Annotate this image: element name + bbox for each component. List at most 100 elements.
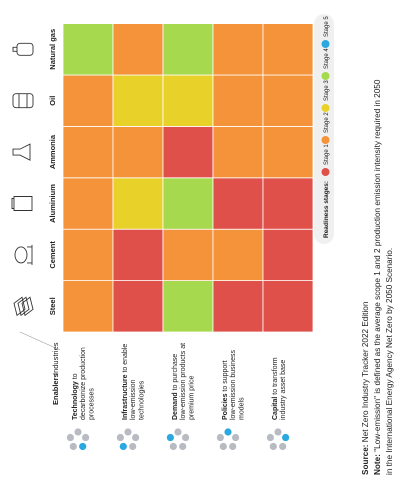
heatmap-cell [62, 228, 114, 281]
note-value: "Low-emission" is defined as the average… [373, 79, 382, 454]
enabler-label-line: decarbonize production [80, 347, 87, 420]
enabler-label: Technology todecarbonize productionproce… [72, 347, 95, 420]
heatmap-cell [262, 280, 314, 333]
heatmap-cell [262, 74, 314, 127]
icon-stroke [14, 246, 28, 264]
enabler-label-rest: to purchase [172, 354, 179, 393]
legend-swatch [321, 104, 330, 112]
pentagon-segment [279, 442, 287, 451]
heatmap-cell [212, 126, 264, 179]
enabler-label-line: processes [88, 388, 95, 420]
legend-title: Readiness stages: [323, 181, 330, 238]
legend-swatch [321, 168, 330, 176]
heatmap-cell [262, 177, 314, 230]
note-label: Note: [373, 454, 382, 475]
pentagon-segment [132, 433, 140, 442]
enabler-label-rest: to enable [122, 344, 129, 375]
heatmap-cell [212, 23, 264, 76]
enabler-label-line: low-emission products at [180, 343, 187, 420]
heatmap-cell [162, 23, 214, 76]
source-line: Source: Net Zero Industry Tracker 2022 E… [361, 301, 370, 475]
heatmap-cell [162, 280, 214, 333]
icon-stroke [12, 143, 31, 161]
pentagon-segment [174, 428, 182, 436]
industry-label-group: Natural gas [48, 29, 57, 70]
icon-stroke [18, 93, 28, 108]
enabler-label-line: low-emission [130, 379, 137, 420]
pentagon-segment-icon [66, 428, 90, 451]
legend-label: Stage 1 [324, 144, 330, 165]
enabler-label-bold: Policies [222, 393, 229, 420]
heatmap-cell [112, 228, 164, 281]
legend-box [314, 14, 334, 244]
oil-barrel-icon [12, 93, 34, 109]
heatmap-cell [262, 126, 314, 179]
icon-stroke [27, 244, 33, 265]
legend: Readiness stages: Stage 1 Stage 2 Stage 3 St… [314, 14, 334, 244]
heatmap-cell [262, 23, 314, 76]
enabler-label-line: models [238, 397, 245, 420]
industry-label: Natural gas [48, 29, 57, 70]
industry-label: Steel [48, 297, 57, 315]
industry-labels: Steel Cement Aluminium Ammonia Oil Natural ga… [48, 29, 57, 315]
legend-label: Stage 2 [324, 112, 330, 133]
steel-sheets-icon [13, 296, 34, 317]
note-text: Note: "Low-emission" is defined as the a… [373, 79, 382, 475]
industry-label: Oil [48, 96, 57, 106]
enablers-header: Enablers [51, 373, 60, 405]
pentagon-segment [266, 433, 274, 442]
heatmap-cell [62, 23, 114, 76]
enabler-label: Capital to transformindustry asset base [272, 357, 287, 420]
footnotes: Source: Net Zero Industry Tracker 2022 E… [361, 79, 394, 475]
enabler-label-bold: Infrastructure [122, 374, 129, 420]
heatmap-cell [162, 228, 214, 281]
enabler-label: Demand to purchaselow-emission products … [172, 343, 195, 420]
pentagon-segment-icon [266, 428, 290, 451]
heatmap-cell [212, 228, 264, 281]
heatmap-cell [162, 126, 214, 179]
source-text: Source: Net Zero Industry Tracker 2022 E… [361, 301, 370, 475]
enabler-label-bold: Demand [172, 392, 179, 420]
heatmap-cell [62, 74, 114, 127]
legend-label: Stage 5 [324, 16, 330, 37]
note-text-2: in the International Energy Agency Net Z… [385, 248, 394, 475]
heatmap-cell [62, 280, 114, 333]
heatmap-cell [162, 177, 214, 230]
column-header-rotated: Enablers [51, 373, 60, 405]
enabler-label-line: Capital to transform [272, 357, 279, 420]
legend-swatch [321, 40, 330, 48]
pentagon-segment-icon [116, 428, 140, 451]
heatmap-cell [62, 126, 114, 179]
pentagon-segment [116, 433, 124, 442]
pentagon-segment [66, 433, 74, 442]
heatmap-cells [62, 23, 314, 333]
pentagon-segment [166, 433, 174, 442]
row-header-rotated: Industries [51, 342, 60, 375]
enabler-label-line: industry asset base [280, 360, 287, 420]
pentagon-segment [232, 433, 240, 442]
heatmap-cell [62, 177, 114, 230]
pentagon-segment [129, 442, 137, 451]
industry-label-group: Oil [48, 96, 57, 106]
source-value: Net Zero Industry Tracker 2022 Edition [361, 301, 370, 444]
enabler-label-line: Technology to [72, 373, 79, 420]
icon-stroke [13, 296, 34, 317]
pentagon-segment [282, 433, 290, 442]
pentagon-segment [219, 442, 227, 451]
industry-label-group: Aluminium [48, 184, 57, 223]
source-label: Source: [361, 445, 370, 475]
pentagon-segment-icon [166, 428, 190, 451]
enabler-label-group: Infrastructure to enablelow-emissiontech… [122, 344, 145, 420]
heatmap-cell [112, 23, 164, 76]
industry-label: Cement [48, 241, 57, 269]
legend-group: Readiness stages: Stage 1 Stage 2 Stage 3 St… [314, 14, 334, 244]
icon-stroke [16, 42, 34, 56]
legend-swatch [321, 136, 330, 144]
industries-header: Industries [51, 342, 60, 375]
legend-label: Stage 4 [324, 48, 330, 69]
icon-stroke [11, 196, 33, 211]
enabler-label-group: Capital to transformindustry asset base [272, 357, 287, 420]
enabler-label-line: low-emission business [230, 349, 237, 420]
enabler-label: Policies to supportlow-emission business… [222, 349, 245, 420]
enabler-label-line: Demand to purchase [172, 354, 179, 420]
